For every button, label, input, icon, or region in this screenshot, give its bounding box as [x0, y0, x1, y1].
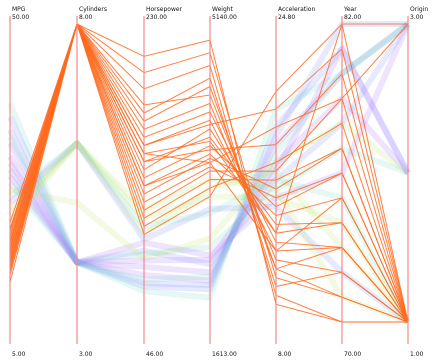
axis-min-label: 3.00: [79, 351, 93, 358]
axis-title: MPG: [12, 6, 26, 13]
axis-title: Horsepower: [146, 6, 183, 13]
axis-max-label: 230.00: [146, 14, 167, 21]
axis-min-label: 1613.00: [212, 351, 237, 358]
axis-max-label: 5140.00: [212, 14, 237, 21]
axis-min-label: 5.00: [12, 351, 26, 358]
axis-max-label: 24.80: [278, 14, 295, 21]
axis-title: Cylinders: [79, 6, 107, 13]
axis-min-label: 8.00: [278, 351, 292, 358]
axis-title: Origin: [410, 6, 428, 13]
axes: MPG50.005.00Cylinders8.003.00Horsepower2…: [9, 6, 428, 358]
axis-title: Acceleration: [278, 6, 315, 13]
axis-min-label: 46.00: [146, 351, 163, 358]
axis-max-label: 8.00: [79, 14, 93, 21]
axis-max-label: 50.00: [12, 14, 29, 21]
axis-max-label: 3.00: [410, 14, 424, 21]
axis-max-label: 82.00: [344, 14, 361, 21]
axis-min-label: 70.00: [344, 351, 361, 358]
axis-title: Year: [343, 6, 357, 13]
axis-title: Weight: [212, 6, 234, 13]
axis-min-label: 1.00: [410, 351, 424, 358]
